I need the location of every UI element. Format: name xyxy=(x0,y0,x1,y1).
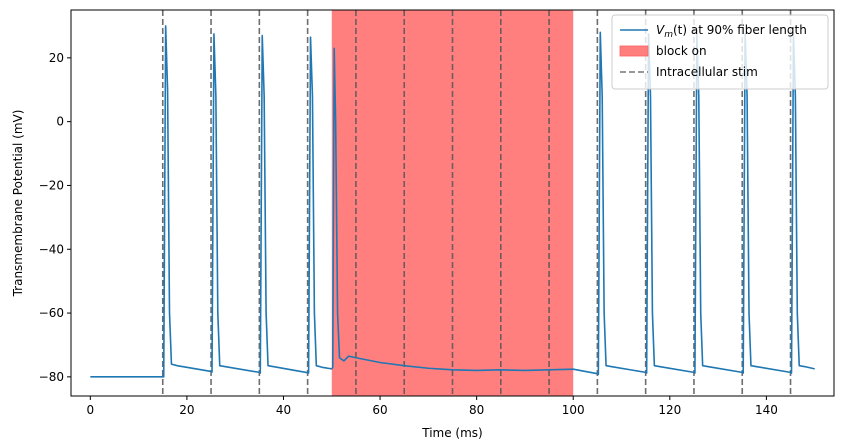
x-tick-label: 120 xyxy=(658,403,681,417)
legend-label-stim: Intracellular stim xyxy=(656,65,758,79)
y-tick-label: 0 xyxy=(56,115,64,129)
y-tick-label: −40 xyxy=(39,242,64,256)
legend-label-vm: Vm(t) at 90% fiber length xyxy=(656,23,807,40)
y-tick-label: −60 xyxy=(39,306,64,320)
x-tick-label: 100 xyxy=(562,403,585,417)
legend-box xyxy=(611,14,829,90)
x-tick-label: 140 xyxy=(755,403,778,417)
y-tick-label: −20 xyxy=(39,178,64,192)
series-layer xyxy=(90,25,815,378)
y-tick-label: 20 xyxy=(49,51,64,65)
legend-label-block: block on xyxy=(656,44,707,58)
legend-patch-swatch xyxy=(619,45,649,57)
x-tick-label: 20 xyxy=(179,403,194,417)
ticks-layer: 0 20 40 60 80 100 120 140 −80 −60 −40 −20 0 20 xyxy=(39,51,778,417)
y-axis-label: Transmembrane Potential (mV) xyxy=(11,110,25,298)
plot-frame xyxy=(70,9,835,397)
x-tick-label: 80 xyxy=(469,403,484,417)
axes-layer xyxy=(70,9,835,397)
x-tick-label: 60 xyxy=(372,403,387,417)
y-tick-label: −80 xyxy=(39,370,64,384)
vm-series-line xyxy=(90,25,815,378)
x-tick-label: 40 xyxy=(276,403,291,417)
x-axis-label: Time (ms) xyxy=(421,426,483,440)
legend: Vm(t) at 90% fiber length block on Intrace… xyxy=(611,14,829,90)
x-tick-label: 0 xyxy=(86,403,94,417)
